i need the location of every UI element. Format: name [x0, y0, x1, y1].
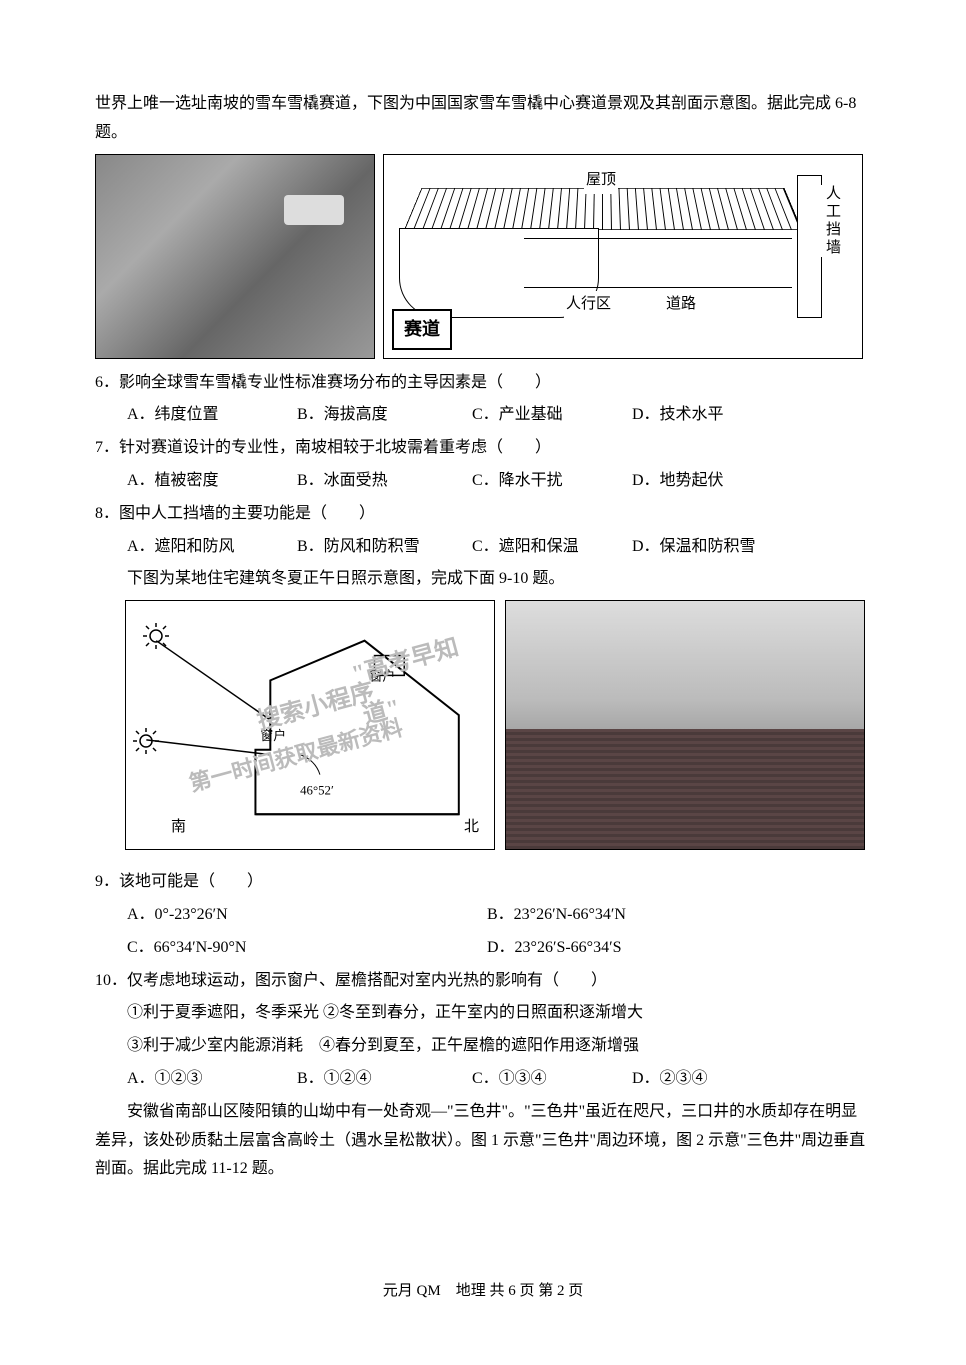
q9-options-row2: C．66°34′N-90°N D．23°26′S-66°34′S	[95, 934, 871, 963]
q6-option-c: C．产业基础	[472, 401, 632, 430]
label-south: 南	[171, 814, 186, 841]
label-north: 北	[464, 814, 479, 841]
q9-option-d: D．23°26′S-66°34′S	[487, 934, 847, 963]
q8-option-c: C．遮阳和保温	[472, 533, 632, 562]
sun-icon	[141, 621, 171, 662]
intro-9-10: 下图为某地住宅建筑冬夏正午日照示意图，完成下面 9-10 题。	[95, 565, 871, 594]
q7-option-b: B．冰面受热	[297, 467, 472, 496]
q9-options-row1: A．0°-23°26′N B．23°26′N-66°34′N	[95, 901, 871, 930]
q8-option-b: B．防风和防积雪	[297, 533, 472, 562]
q10-statement-1: ①利于夏季遮阳，冬季采光 ②冬至到春分，正午室内的日照面积逐渐增大	[95, 999, 871, 1028]
q6-options: A．纬度位置 B．海拔高度 C．产业基础 D．技术水平	[95, 401, 871, 430]
label-wall: 人工挡墙	[816, 185, 847, 257]
q7-options: A．植被密度 B．冰面受热 C．降水干扰 D．地势起伏	[95, 467, 871, 496]
question-8: 8．图中人工挡墙的主要功能是（ ）	[95, 500, 871, 529]
figure-building-photo	[505, 600, 865, 850]
q6-option-d: D．技术水平	[632, 401, 772, 430]
page-footer: 元月 QM 地理 共 6 页 第 2 页	[0, 1278, 966, 1305]
q10-statement-2: ③利于减少室内能源消耗 ④春分到夏至，正午屋檐的遮阳作用逐渐增强	[95, 1032, 871, 1061]
q6-option-a: A．纬度位置	[127, 401, 297, 430]
label-roof: 屋顶	[584, 167, 618, 194]
q6-option-b: B．海拔高度	[297, 401, 472, 430]
q10-option-c: C．①③④	[472, 1065, 632, 1094]
intro-6-8: 世界上唯一选址南坡的雪车雪橇赛道，下图为中国国家雪车雪橇中心赛道景观及其剖面示意…	[95, 90, 871, 148]
q9-option-a: A．0°-23°26′N	[127, 901, 487, 930]
q10-option-b: B．①②④	[297, 1065, 472, 1094]
q10-option-d: D．②③④	[632, 1065, 772, 1094]
figure-row-6-8: 屋顶 人行区 道路 人工挡墙 赛道	[95, 154, 871, 359]
q7-option-a: A．植被密度	[127, 467, 297, 496]
q7-option-c: C．降水干扰	[472, 467, 632, 496]
svg-text:46°52′: 46°52′	[300, 784, 334, 798]
q8-option-a: A．遮阳和防风	[127, 533, 297, 562]
q9-option-b: B．23°26′N-66°34′N	[487, 901, 847, 930]
question-9: 9．该地可能是（ ）	[95, 868, 871, 897]
q9-option-c: C．66°34′N-90°N	[127, 934, 487, 963]
figure-track-photo	[95, 154, 375, 359]
figure-row-9-10: 46°52′ 窗户 窗户 南 北 "高考早知道" 搜索小程序 第一时间获取最新资…	[95, 600, 871, 850]
label-pedestrian: 人行区	[564, 291, 613, 318]
question-7: 7．针对赛道设计的专业性，南坡相较于北坡需着重考虑（ ）	[95, 434, 871, 463]
intro-11-12: 安徽省南部山区陵阳镇的山坳中有一处奇观—"三色井"。"三色井"虽近在咫尺，三口井…	[95, 1098, 871, 1184]
q8-options: A．遮阳和防风 B．防风和防积雪 C．遮阳和保温 D．保温和防积雪	[95, 533, 871, 562]
q10-options: A．①②③ B．①②④ C．①③④ D．②③④	[95, 1065, 871, 1094]
question-10: 10．仅考虑地球运动，图示窗户、屋檐搭配对室内光热的影响有（ ）	[95, 967, 871, 996]
figure-house-diagram: 46°52′ 窗户 窗户 南 北 "高考早知道" 搜索小程序 第一时间获取最新资…	[125, 600, 495, 850]
q7-option-d: D．地势起伏	[632, 467, 772, 496]
q8-option-d: D．保温和防积雪	[632, 533, 772, 562]
label-road: 道路	[664, 291, 698, 318]
label-track: 赛道	[392, 309, 452, 349]
svg-text:窗户: 窗户	[260, 728, 286, 743]
sun-icon	[131, 726, 161, 767]
question-6: 6．影响全球雪车雪橇专业性标准赛场分布的主导因素是（ ）	[95, 369, 871, 398]
q10-option-a: A．①②③	[127, 1065, 297, 1094]
figure-track-diagram: 屋顶 人行区 道路 人工挡墙 赛道	[383, 154, 863, 359]
